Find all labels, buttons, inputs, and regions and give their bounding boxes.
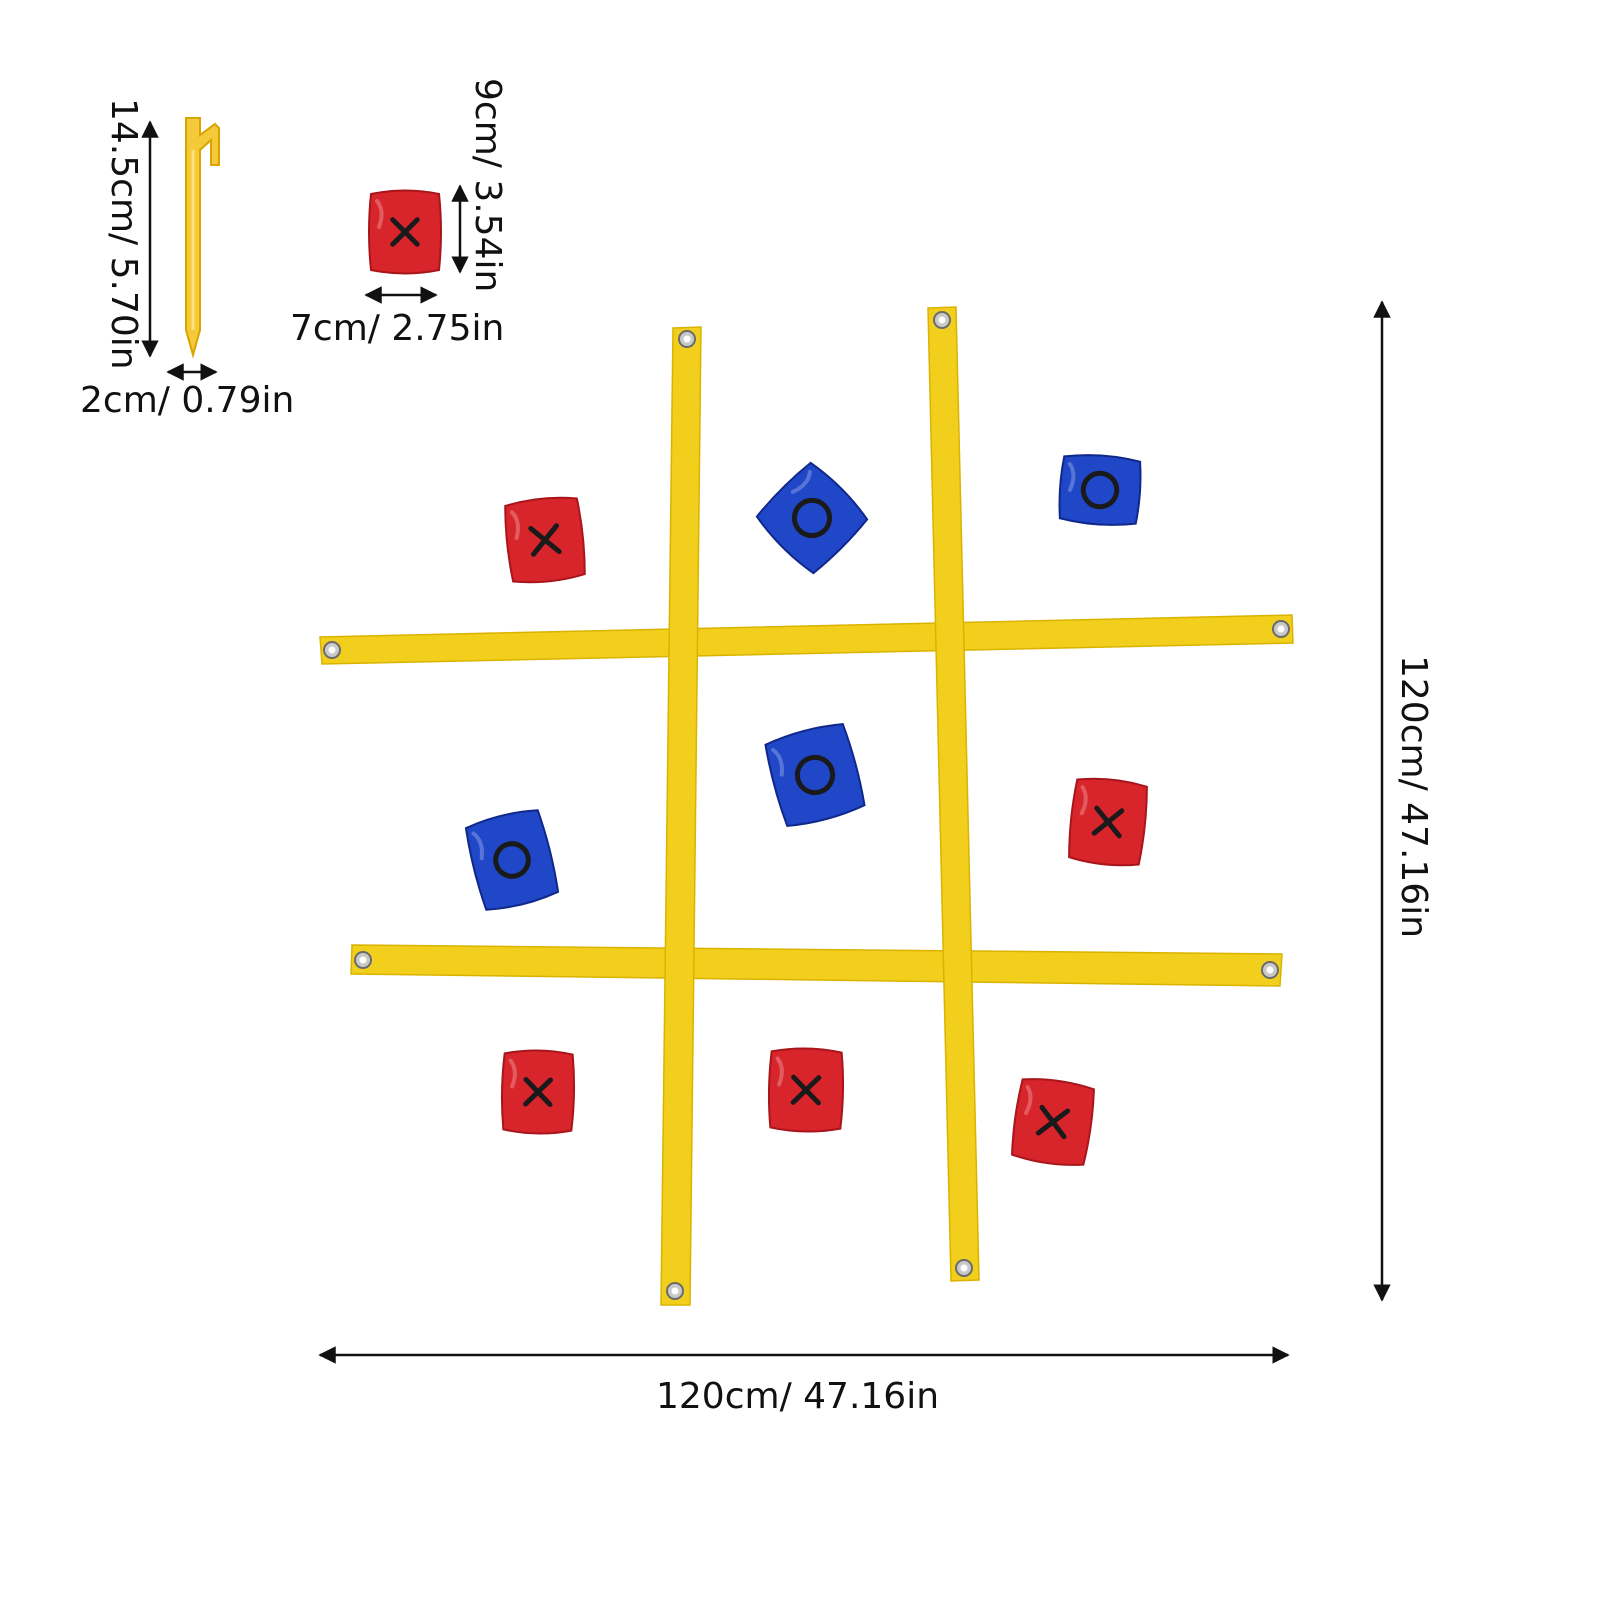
stake-length-label: 14.5cm/ 5.70in — [103, 98, 144, 370]
o-mark-icon — [493, 841, 531, 879]
grid-width-label: 120cm/ 47.16in — [656, 1376, 939, 1417]
o-mark-icon — [794, 754, 836, 796]
grommet-icon — [1272, 620, 1290, 638]
board-bean-bags — [464, 454, 1148, 1166]
stake-width-label: 2cm/ 0.79in — [80, 380, 294, 421]
strap-vertical-left — [660, 326, 702, 1306]
grid-straps — [319, 306, 1294, 1306]
bean-bag-r1-c1 — [504, 496, 586, 584]
stake-icon — [185, 117, 220, 359]
o-mark-icon — [1080, 470, 1120, 510]
grommet-icon — [678, 330, 696, 348]
bean-bag-r3-c3 — [1011, 1078, 1095, 1166]
bag-height-label: 9cm/ 3.54in — [467, 78, 508, 292]
sample-bag-body — [368, 189, 442, 275]
x-mark-icon — [1035, 1104, 1071, 1140]
grommet-icon — [323, 641, 341, 659]
x-mark-icon — [390, 217, 420, 247]
sample-bean-bag-icon — [368, 189, 442, 275]
bean-bag-r1-c2 — [755, 461, 869, 575]
grid-height-label: 120cm/ 47.16in — [1393, 655, 1434, 938]
bean-bag-r2-c1 — [464, 809, 560, 911]
x-mark-icon — [790, 1074, 822, 1106]
bean-bag-r2-c2 — [764, 723, 866, 827]
grommet-icon — [1261, 961, 1279, 979]
o-mark-icon — [791, 497, 833, 539]
bag-width-label: 7cm/ 2.75in — [290, 308, 504, 349]
grommet-icon — [666, 1282, 684, 1300]
x-mark-icon — [523, 1077, 553, 1107]
bean-bag-r3-c2 — [767, 1047, 845, 1133]
strap-horizontal-top — [319, 614, 1294, 665]
strap-vertical-right — [927, 306, 980, 1282]
x-mark-icon — [528, 523, 562, 557]
bean-bag-r1-c3 — [1058, 454, 1142, 526]
x-mark-icon — [1091, 805, 1125, 839]
bean-bag-r2-c3 — [1068, 777, 1148, 867]
grommet-icon — [354, 951, 372, 969]
bean-bag-r3-c1 — [500, 1049, 576, 1135]
grommet-icon — [933, 311, 951, 329]
grommet-icon — [955, 1259, 973, 1277]
strap-horizontal-bottom — [350, 944, 1283, 987]
